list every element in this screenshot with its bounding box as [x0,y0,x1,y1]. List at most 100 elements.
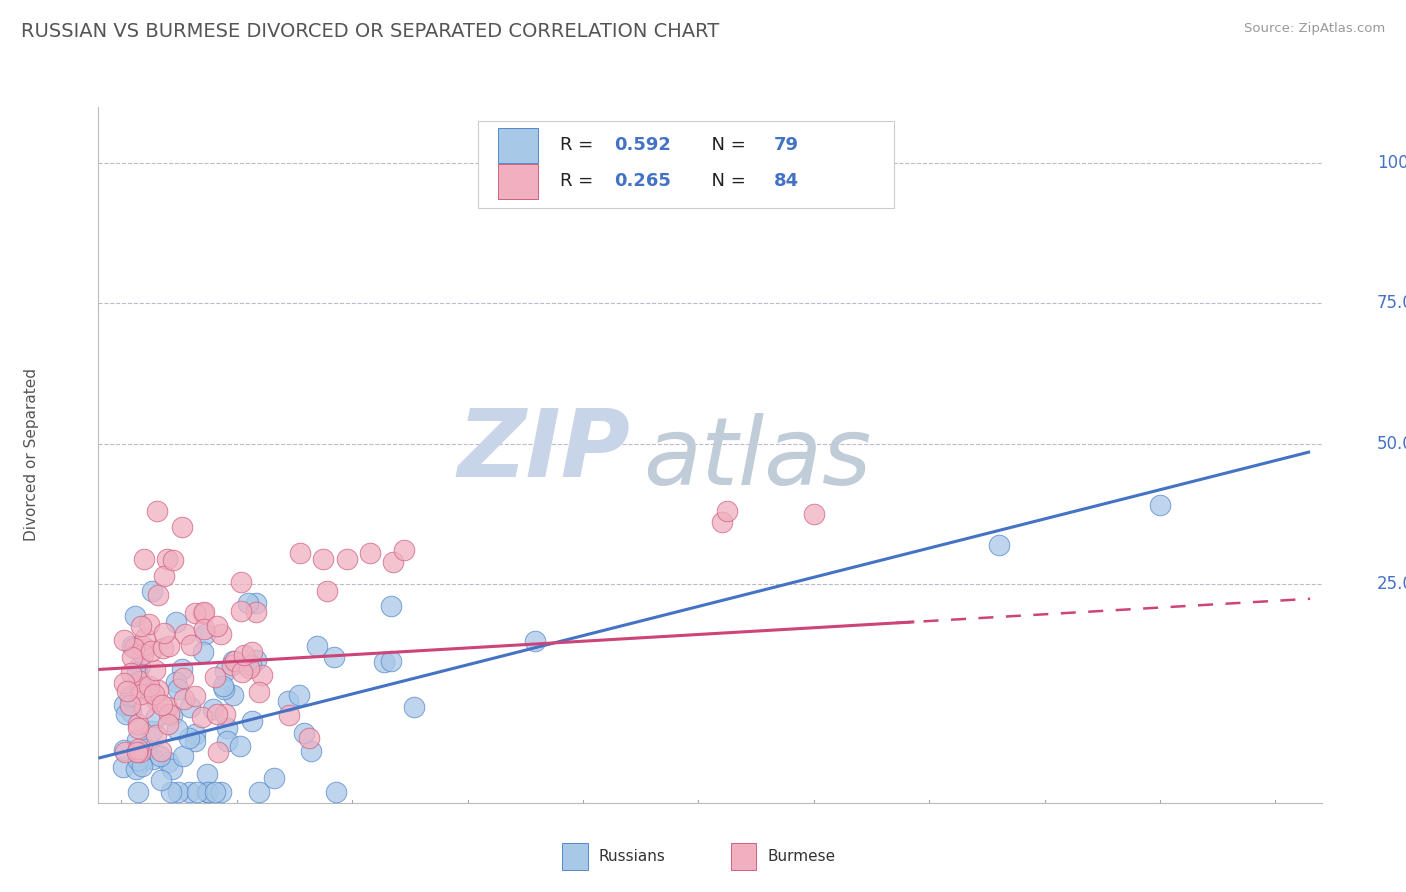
Point [112,633,135,648]
Point [179,731,201,746]
Point [231,574,253,589]
Point [359,546,381,560]
Point [172,672,194,686]
Point [172,519,194,533]
Point [150,744,173,758]
Point [117,683,139,698]
Point [191,645,214,659]
Point [186,784,208,798]
FancyBboxPatch shape [478,121,894,208]
Point [207,619,229,633]
Text: 75.0%: 75.0% [1376,294,1406,312]
Text: atlas: atlas [643,413,870,504]
Point [129,619,152,633]
Point [191,606,214,620]
Point [335,551,357,566]
Point [402,699,425,714]
Point [166,784,188,798]
Point [149,748,172,763]
Point [166,722,188,736]
Text: 100.0%: 100.0% [1376,154,1406,172]
Point [160,784,183,798]
Point [141,583,163,598]
Point [211,679,233,693]
Point [193,605,215,619]
Point [167,681,190,696]
Point [112,675,135,690]
Point [825,184,848,198]
Point [373,656,395,670]
Point [153,569,176,583]
Point [212,681,235,696]
Point [232,648,254,663]
Point [184,607,207,621]
Point [125,762,148,776]
Point [146,683,169,698]
Point [141,724,163,739]
Point [127,742,149,756]
Point [191,709,214,723]
Point [292,726,315,740]
Point [803,507,825,521]
Text: 0.592: 0.592 [614,136,672,154]
Point [523,634,546,648]
Text: 25.0%: 25.0% [1376,575,1406,593]
Point [162,762,184,776]
Point [207,707,229,722]
Point [184,734,207,748]
Point [157,716,180,731]
Point [224,654,246,668]
Point [215,734,238,748]
Point [229,739,252,753]
Point [221,658,243,673]
Point [204,670,226,684]
Point [139,685,162,699]
Point [194,626,217,640]
Point [162,553,184,567]
Point [152,640,174,655]
Point [125,733,148,747]
Point [129,681,152,695]
Point [316,583,339,598]
Point [290,546,312,560]
Point [179,700,201,714]
Point [155,700,177,714]
Text: N =: N = [700,172,752,191]
Point [236,596,259,610]
Point [129,673,152,688]
Point [209,627,232,641]
Point [238,661,260,675]
Point [173,692,195,706]
Point [222,688,245,702]
FancyBboxPatch shape [498,164,537,199]
Point [277,693,299,707]
Point [231,665,253,679]
Point [245,596,267,610]
Point [195,784,218,798]
Point [297,731,319,746]
Point [247,784,270,798]
Point [146,588,169,602]
Text: Burmese: Burmese [768,849,835,863]
Point [179,784,201,798]
Point [214,706,236,721]
Point [112,698,135,712]
Text: RUSSIAN VS BURMESE DIVORCED OR SEPARATED CORRELATION CHART: RUSSIAN VS BURMESE DIVORCED OR SEPARATED… [21,22,720,41]
Point [217,721,239,735]
Point [710,515,733,529]
Text: ZIP: ZIP [457,406,630,498]
Point [183,727,205,741]
Point [132,639,155,653]
Point [156,552,179,566]
Text: R =: R = [560,136,599,154]
Point [222,654,245,668]
Point [207,745,229,759]
Point [132,701,155,715]
Point [380,599,402,613]
Point [143,663,166,677]
Point [180,638,202,652]
Text: Source: ZipAtlas.com: Source: ZipAtlas.com [1244,22,1385,36]
Text: Divorced or Separated: Divorced or Separated [24,368,38,541]
Point [129,745,152,759]
Point [138,616,160,631]
